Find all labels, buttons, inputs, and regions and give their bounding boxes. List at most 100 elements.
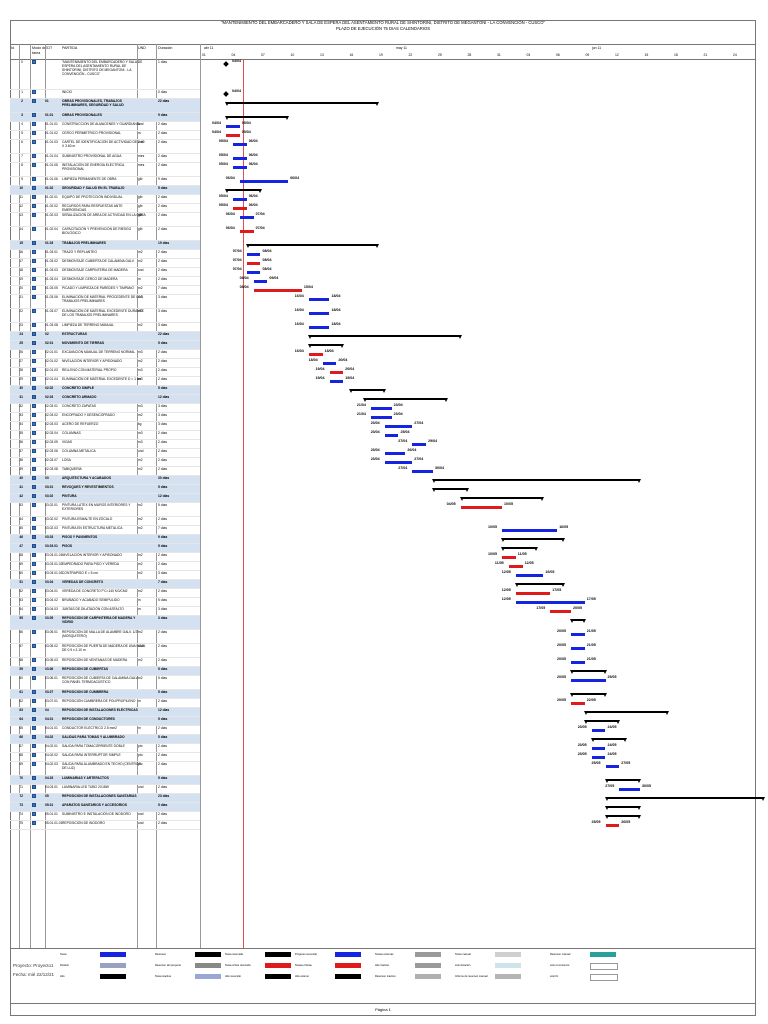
summary-bar[interactable] xyxy=(500,538,566,542)
col-mode[interactable]: Modo de tarea xyxy=(32,46,46,55)
critical-task-bar[interactable] xyxy=(308,353,323,356)
task-row[interactable]: 64 04.01 REPOSICIÓN DE CONDUCTORES 5 días xyxy=(10,717,200,726)
critical-task-bar[interactable] xyxy=(550,610,571,613)
task-row[interactable]: 5 01.01.02 CERCO PERIMETRICO PROVISIONAL m 2… xyxy=(10,131,200,140)
task-row[interactable]: 28 02.01.03 RELLENO CON MATERIAL PROPIO m3 2… xyxy=(10,368,200,377)
task-row[interactable]: 21 01.03.06 ELIMINACIÓN DE MATERIAL PROCED… xyxy=(10,295,200,309)
task-row[interactable]: 60 03.06.01 REPOSICIÓN DE CUBIERTA DE CALA… xyxy=(10,676,200,690)
task-row[interactable]: 13 01.02.03 SEÑALIZACIÓN DE ÁREA DE ACTIVI… xyxy=(10,213,200,227)
task-row[interactable]: 20 01.03.05 PICADO Y LIMPIEZA DE PAREDES Y… xyxy=(10,286,200,295)
task-row[interactable]: 61 03.07 REPOSICIÓN DE CUMBRERA 5 días xyxy=(10,690,200,699)
task-row[interactable]: 47 03.03.01 PISOS 5 días xyxy=(10,544,200,553)
col-duration[interactable]: Duración xyxy=(158,46,173,50)
task-row[interactable]: 42 03.02 PINTURA 12 días xyxy=(10,494,200,503)
task-row[interactable]: 41 03.01 REVOQUES Y REVESTIMIENTOS 5 días xyxy=(10,485,200,494)
task-row[interactable]: 36 02.03.05 VIGAS m3 2 días xyxy=(10,440,200,449)
summary-bar[interactable] xyxy=(604,806,641,810)
task-row[interactable]: 62 03.07.01 REPOSICIÓN CUMBRERA DE POLIPRO… xyxy=(10,699,200,708)
task-bar[interactable] xyxy=(232,157,247,160)
critical-task-bar[interactable] xyxy=(226,134,240,137)
task-row[interactable]: 4 01.01.01 CONSTRUCCIÓN DE ALMACENES Y GUA… xyxy=(10,122,200,131)
col-name[interactable]: PARTIDA xyxy=(62,46,78,50)
critical-task-bar[interactable] xyxy=(605,824,620,827)
task-row[interactable]: 0 "MANTENIMIENTO DEL EMBARCADERO Y SALA D… xyxy=(10,60,200,90)
task-row[interactable]: 72 05 REPOSICIÓN DE INSTALACIONES SANITARI… xyxy=(10,794,200,803)
task-row[interactable]: 25 02.01 MOVIMIENTO DE TIERRAS 5 días xyxy=(10,341,200,350)
task-row[interactable]: 52 03.04.01 VEREDA DE CONCRETO F'C=140 KG/… xyxy=(10,589,200,598)
task-row[interactable]: 22 01.03.07 ELIMINACIÓN DE MATERIAL EXCEDE… xyxy=(10,309,200,323)
critical-task-bar[interactable] xyxy=(246,262,261,265)
task-row[interactable]: 6 01.01.03 CARTEL DE IDENTIFICACIÓN DE ACT… xyxy=(10,140,200,154)
task-row[interactable]: 34 02.03.03 ACERO DE REFUERZO kg 3 días xyxy=(10,422,200,431)
task-bar[interactable] xyxy=(384,452,406,455)
task-row[interactable]: 65 04.01.01 CONDUCTOR ELÉCTRICO 2.5 mm2 m 2 … xyxy=(10,726,200,735)
summary-bar[interactable] xyxy=(604,815,641,819)
summary-bar[interactable] xyxy=(432,479,641,483)
task-row[interactable]: 59 03.06 REPOSICIÓN DE CUBIERTAS 5 días xyxy=(10,667,200,676)
task-row[interactable]: 14 01.02.04 CAPACITACIÓN Y PREVENCIÓN DE R… xyxy=(10,227,200,241)
summary-bar[interactable] xyxy=(224,116,290,120)
task-row[interactable]: 56 03.05.01 REPOSICIÓN DE MALLA DE ALAMBRE… xyxy=(10,630,200,644)
task-row[interactable]: 12 01.02.02 RECURSOS PARA RESPUESTAS ANTE … xyxy=(10,204,200,213)
critical-task-bar[interactable] xyxy=(460,506,502,509)
summary-bar[interactable] xyxy=(583,711,669,715)
summary-bar[interactable] xyxy=(225,102,379,106)
task-row[interactable]: 30 02.02 CONCRETO SIMPLE 5 días xyxy=(10,386,200,395)
task-row[interactable]: 48 03.03.01.01 NIVELACIÓN INTERIOR Y APISO… xyxy=(10,553,200,562)
task-bar[interactable] xyxy=(226,125,240,128)
task-bar[interactable] xyxy=(253,280,268,283)
task-row[interactable]: 44 03.02.02 PINTURA ESMALTE EN ZÓCALO m2 2 d… xyxy=(10,517,200,526)
task-row[interactable]: 10 01.02 SEGURIDAD Y SALUD EN EL TRABAJO 5 … xyxy=(10,186,200,195)
summary-bar[interactable] xyxy=(307,344,344,348)
task-row[interactable]: 19 01.03.04 DESMONTAJE CERCO DE MADERA m 2 d… xyxy=(10,277,200,286)
task-row[interactable]: 43 03.02.01 PINTURA LÁTEX EN MUROS INTERIO… xyxy=(10,503,200,517)
task-bar[interactable] xyxy=(308,312,330,315)
summary-bar[interactable] xyxy=(604,797,765,801)
task-row[interactable]: 23 01.03.08 LIMPIEZA DE TERRENO MANUAL m2 3 … xyxy=(10,323,200,332)
summary-bar[interactable] xyxy=(501,547,537,551)
task-row[interactable]: 66 04.02 SALIDAS PARA TOMAS Y ALUMBRADO 5 d… xyxy=(10,735,200,744)
task-row[interactable]: 50 03.03.01.03 CONTRAPISO E = 5 cm m2 3 días xyxy=(10,571,200,580)
task-bar[interactable] xyxy=(308,298,330,301)
task-bar[interactable] xyxy=(591,747,606,750)
summary-bar[interactable] xyxy=(432,488,468,492)
task-row[interactable]: 11 01.02.01 EQUIPO DE PROTECCIÓN INDIVIDUA… xyxy=(10,195,200,204)
summary-bar[interactable] xyxy=(590,738,627,742)
task-bar[interactable] xyxy=(239,180,289,183)
task-bar[interactable] xyxy=(329,380,344,383)
task-row[interactable]: 49 03.03.01.02 EMPEDRADO PARA PISO Y VERED… xyxy=(10,562,200,571)
task-row[interactable]: 33 02.03.02 ENCOFRADO Y DESENCOFRADO m2 3 dí… xyxy=(10,413,200,422)
task-row[interactable]: 53 03.04.02 BRUÑADO Y ACABADO SEMIPULIDO m 5… xyxy=(10,598,200,607)
task-bar[interactable] xyxy=(370,407,392,410)
critical-task-bar[interactable] xyxy=(232,207,247,210)
critical-task-bar[interactable] xyxy=(571,702,585,705)
task-row[interactable]: 39 02.03.08 TABIQUERÍA m2 2 días xyxy=(10,467,200,476)
summary-bar[interactable] xyxy=(514,583,566,587)
task-bar[interactable] xyxy=(370,416,392,419)
summary-bar[interactable] xyxy=(459,497,545,501)
task-bar[interactable] xyxy=(412,470,433,473)
task-bar[interactable] xyxy=(384,425,413,428)
task-bar[interactable] xyxy=(571,679,606,682)
task-bar[interactable] xyxy=(246,253,261,256)
task-bar[interactable] xyxy=(571,633,585,636)
task-row[interactable]: 63 04 REPOSICIÓN DE INSTALACIONES ELÉCTRIC… xyxy=(10,708,200,717)
task-row[interactable]: 1 INICIO 0 días xyxy=(10,90,200,99)
critical-task-bar[interactable] xyxy=(502,556,516,559)
task-bar[interactable] xyxy=(591,756,606,759)
summary-bar[interactable] xyxy=(583,720,620,724)
task-bar[interactable] xyxy=(308,326,330,329)
task-bar[interactable] xyxy=(412,443,427,446)
task-bar[interactable] xyxy=(571,661,585,664)
task-row[interactable]: 8 01.01.05 INSTALACIÓN DE ENERGÍA ELÉCTRIC… xyxy=(10,163,200,177)
task-bar[interactable] xyxy=(605,765,620,768)
task-bar[interactable] xyxy=(239,216,254,219)
task-row[interactable]: 75 05.01.01.01 REPOSICIÓN DE INODORO und 2 d… xyxy=(10,821,200,830)
task-row[interactable]: 18 01.03.03 DESMONTAJE CARPINTERÍA DE MADE… xyxy=(10,268,200,277)
task-bar[interactable] xyxy=(619,788,640,791)
task-row[interactable]: 74 05.01.01 SUMINISTRO E INSTALACIÓN DE IN… xyxy=(10,812,200,821)
critical-task-bar[interactable] xyxy=(239,230,254,233)
summary-bar[interactable] xyxy=(604,779,641,783)
task-row[interactable]: 46 03.03 PISOS Y PAVIMENTOS 9 días xyxy=(10,535,200,544)
task-row[interactable]: 73 05.01 APARATOS SANITARIOS Y ACCESORIOS 5… xyxy=(10,803,200,812)
